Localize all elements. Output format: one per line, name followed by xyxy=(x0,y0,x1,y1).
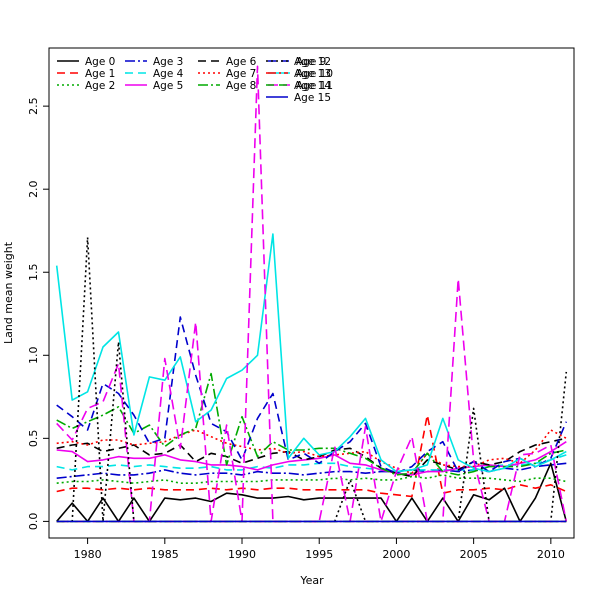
series-line-age-0 xyxy=(56,462,568,523)
legend-label: Age 14 xyxy=(294,80,331,92)
legend-label: Age 1 xyxy=(85,68,115,80)
series-line-age-3 xyxy=(56,462,567,479)
legend-label: Age 8 xyxy=(226,80,256,92)
legend-label: Age 15 xyxy=(294,92,331,104)
legend-label: Age 13 xyxy=(294,68,331,80)
y-tick-label: 2.0 xyxy=(27,180,40,198)
x-tick-label: 1995 xyxy=(305,548,333,561)
series-line-age-5 xyxy=(56,441,567,476)
legend-label: Age 4 xyxy=(153,68,184,80)
legend-label: Age 0 xyxy=(85,56,115,68)
legend-item: Age 12 xyxy=(266,56,331,68)
x-axis-label: Year xyxy=(299,574,324,587)
legend-item: Age 4 xyxy=(125,68,184,80)
y-tick-label: 1.0 xyxy=(27,347,40,365)
series-line-age-6 xyxy=(56,437,567,478)
y-tick-label: 2.5 xyxy=(27,97,40,115)
legend-label: Age 2 xyxy=(85,80,115,92)
plot-frame xyxy=(48,47,575,539)
legend-label: Age 9 xyxy=(296,56,326,68)
x-tick-label: 2010 xyxy=(537,548,565,561)
x-tick-label: 2000 xyxy=(382,548,410,561)
legend-item: Age 3 xyxy=(125,56,183,68)
legend-item: Age 0 xyxy=(57,56,115,68)
y-axis-label: Land mean weight xyxy=(2,241,15,344)
legend-item: Age 2 xyxy=(57,80,115,92)
legend-item: Age 8 xyxy=(198,80,256,92)
series-line-age-9 xyxy=(56,316,568,475)
legend-label: Age 3 xyxy=(153,56,183,68)
legend-label: Age 10 xyxy=(296,68,333,80)
x-tick-label: 2005 xyxy=(460,548,488,561)
legend-label: Age 11 xyxy=(296,80,333,92)
legend-item: Age 14 xyxy=(266,80,331,92)
series-layer xyxy=(55,65,568,523)
series-line-age-11 xyxy=(56,65,568,523)
series-line-age-10 xyxy=(55,233,567,473)
y-axis: 0.0 0.5 1.0 1.5 2.0 2.5 xyxy=(27,97,49,530)
x-tick-label: 1980 xyxy=(74,548,102,561)
legend-item: Age 13 xyxy=(266,68,331,80)
legend-label: Age 5 xyxy=(153,80,183,92)
y-tick-label: 0.0 xyxy=(27,513,40,531)
legend-label: Age 12 xyxy=(294,56,331,68)
x-axis: 1980 1985 1990 1995 2000 2005 2010 xyxy=(74,538,565,561)
legend-item: Age 1 xyxy=(57,68,115,80)
legend-label: Age 6 xyxy=(226,56,257,68)
legend-item: Age 6 xyxy=(198,56,257,68)
legend-item: Age 5 xyxy=(125,80,183,92)
legend-label: Age 7 xyxy=(226,68,256,80)
series-line-age-4 xyxy=(56,454,567,473)
legend-item: Age 15 xyxy=(266,92,331,104)
x-tick-label: 1990 xyxy=(228,548,256,561)
series-line-age-1 xyxy=(56,414,567,498)
y-tick-label: 0.5 xyxy=(27,430,40,448)
series-line-age-2 xyxy=(56,474,567,485)
x-tick-label: 1985 xyxy=(151,548,179,561)
y-tick-label: 1.5 xyxy=(27,263,40,281)
legend-item: Age 7 xyxy=(198,68,256,80)
